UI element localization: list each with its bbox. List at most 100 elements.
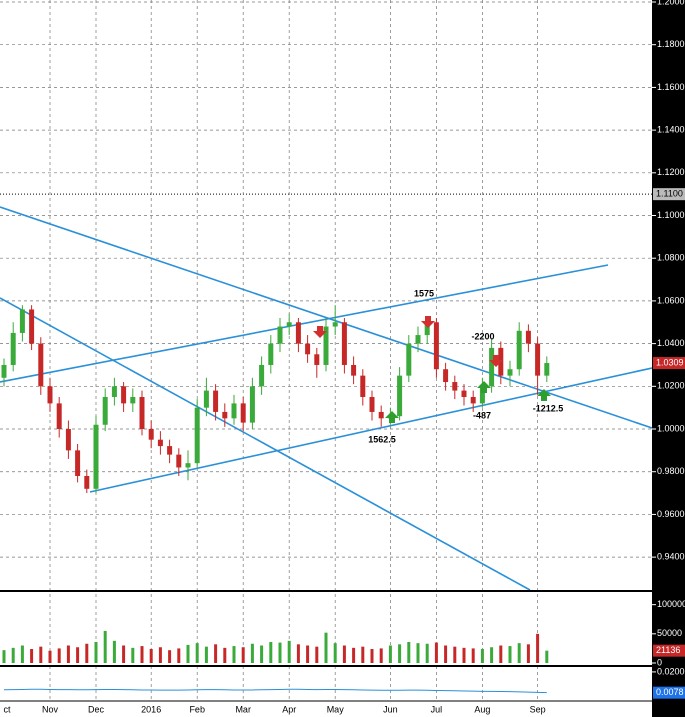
candle-body <box>84 475 90 489</box>
volume-bar <box>39 646 43 663</box>
y-tick-label: 1.0000 <box>657 423 685 433</box>
sell-arrow <box>489 355 503 367</box>
candle-body <box>194 407 200 464</box>
candle-body <box>516 330 522 370</box>
trend-line <box>0 206 652 429</box>
x-tick-label: ct <box>3 704 11 714</box>
volume-bar <box>453 646 457 663</box>
candle-body <box>56 403 62 430</box>
volume-bar <box>195 643 199 663</box>
x-tick-label: Sep <box>530 704 546 714</box>
candle-body <box>378 411 384 419</box>
candles <box>1 305 550 494</box>
volume-bar <box>306 645 310 663</box>
y-tick-label: 1.2000 <box>657 0 685 6</box>
candle-body <box>10 332 16 365</box>
candle-body <box>111 386 117 397</box>
annotation: 1575 <box>414 288 434 298</box>
volume-bar <box>490 647 494 663</box>
volume-bar <box>480 649 484 663</box>
x-tick-label: 2016 <box>141 704 161 714</box>
volume-bar <box>186 644 190 663</box>
volume-bar <box>526 644 530 663</box>
volume-bar <box>416 643 420 663</box>
volume-bar <box>131 647 135 663</box>
volume-bar <box>407 642 411 663</box>
volume-bar <box>425 643 429 663</box>
buy-arrow <box>477 381 491 393</box>
volume-bar <box>140 646 144 663</box>
volume-bar <box>536 633 540 663</box>
candle-body <box>305 343 311 355</box>
volume-bar <box>370 649 374 663</box>
volume-bar <box>11 647 15 663</box>
volume-bar <box>241 647 245 663</box>
candle-body <box>259 364 265 387</box>
volume-bar <box>204 646 208 663</box>
volume-bar <box>2 650 6 663</box>
volume-bar <box>398 644 402 663</box>
candle-body <box>314 354 320 365</box>
sell-arrow <box>313 326 327 338</box>
candle-body <box>369 396 375 412</box>
volume-bar <box>287 640 291 663</box>
last-price-label: 1.0309 <box>656 357 684 367</box>
candle-body <box>176 454 182 468</box>
candle-body <box>167 446 173 455</box>
annotation: -487 <box>473 410 491 420</box>
candle-body <box>544 363 550 376</box>
y-tick-label: 0 <box>657 657 662 667</box>
candle-body <box>130 396 136 404</box>
candle-body <box>424 322 430 336</box>
volume-bar <box>352 647 356 663</box>
y-tick-label: 0.9800 <box>657 466 685 476</box>
volume-bar <box>112 640 116 663</box>
candle-body <box>507 369 513 376</box>
volume-bar <box>214 644 218 663</box>
x-tick-label: Mar <box>235 704 251 714</box>
y-tick-label: 0.9600 <box>657 509 685 519</box>
last-indicator-box <box>653 686 685 699</box>
volume-bar <box>444 645 448 663</box>
level-box <box>653 188 685 201</box>
volume-bar <box>66 645 70 663</box>
volume-bar <box>545 650 549 663</box>
volume-bar <box>260 645 264 663</box>
candle-body <box>65 429 71 451</box>
x-tick-label: Feb <box>189 704 205 714</box>
indicator-line <box>3 688 547 694</box>
y-tick-label: 1.1800 <box>657 39 685 49</box>
volume-bar <box>315 646 319 663</box>
candle-body <box>323 326 329 365</box>
last-volume-box <box>653 644 685 657</box>
candle-body <box>148 429 154 440</box>
x-tick-label: Jun <box>383 704 398 714</box>
candle-body <box>535 343 541 376</box>
volume-bar <box>158 647 162 663</box>
candle-body <box>213 390 219 412</box>
candle-body <box>332 322 338 327</box>
candle-body <box>489 347 495 387</box>
volume-bar <box>76 647 80 663</box>
y-tick-label: 100000 <box>657 599 685 609</box>
volume-bar <box>269 642 273 663</box>
x-tick-label: May <box>327 704 345 714</box>
volume-bar <box>499 645 503 663</box>
volume-bar <box>20 645 24 663</box>
candle-body <box>102 396 108 425</box>
buy-arrow <box>537 389 551 401</box>
y-tick-label: 1.1200 <box>657 167 685 177</box>
volume-bar <box>177 648 181 663</box>
candle-body <box>525 330 531 344</box>
candle-body <box>470 396 476 404</box>
candle-body <box>231 403 237 419</box>
candle-body <box>295 322 301 344</box>
trend-line <box>89 367 652 493</box>
candle-body <box>341 322 347 365</box>
x-tick-label: Dec <box>88 704 105 714</box>
candle-body <box>415 335 421 344</box>
candle-body <box>19 309 25 333</box>
candle-body <box>397 375 403 417</box>
y-tick-label: 0.9400 <box>657 551 685 561</box>
